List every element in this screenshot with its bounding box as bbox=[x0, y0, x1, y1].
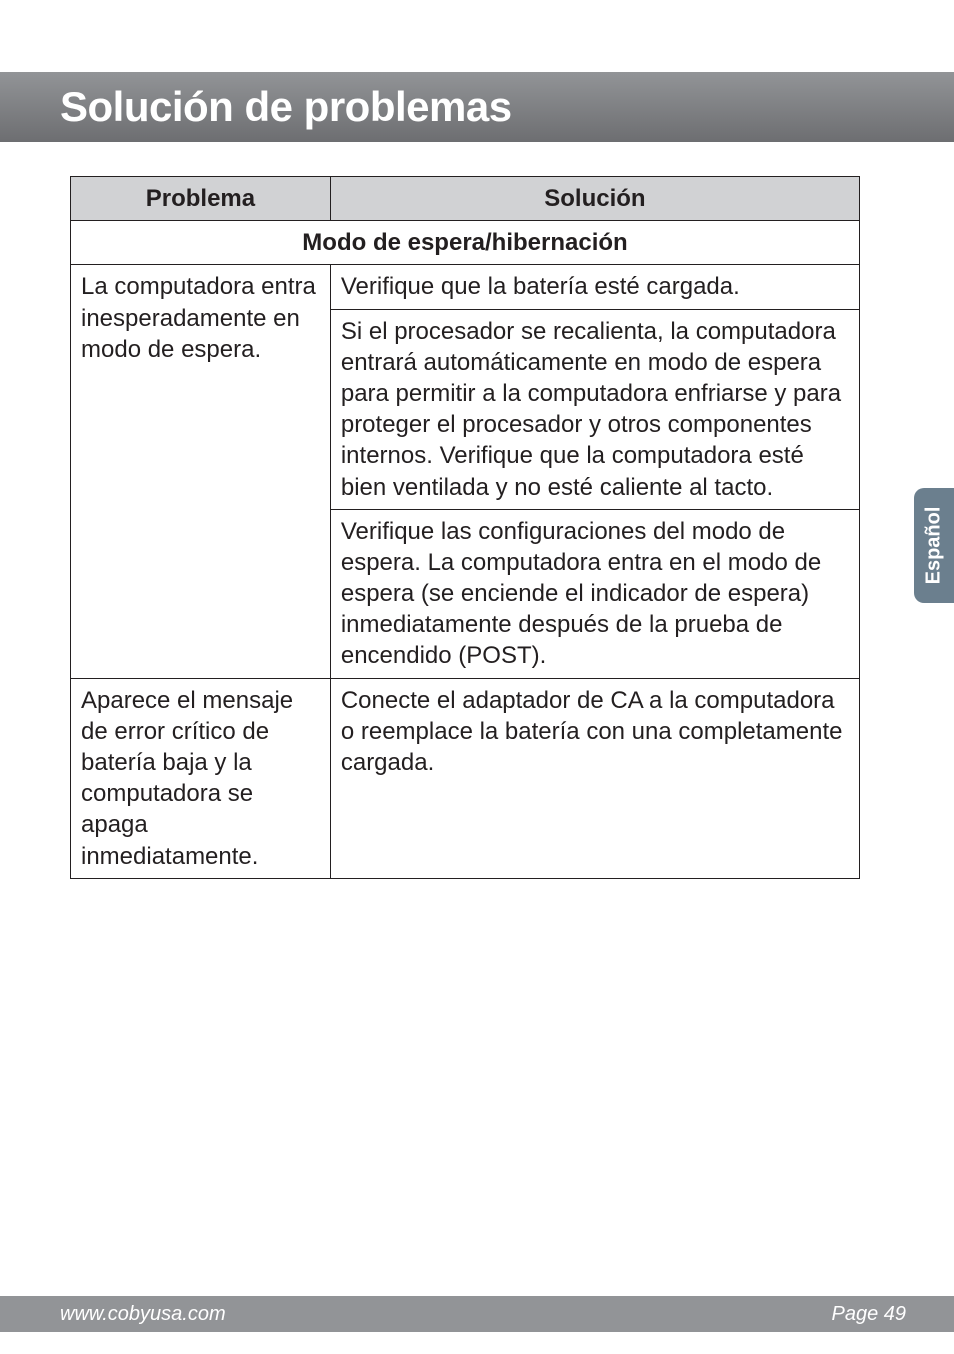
section-header: Modo de espera/hibernación bbox=[71, 221, 860, 265]
solution-cell: Verifique las configuraciones del modo d… bbox=[330, 509, 859, 678]
problem-cell: Aparece el mensaje de error crítico de b… bbox=[71, 678, 331, 878]
solution-cell: Si el procesador se recalienta, la compu… bbox=[330, 309, 859, 509]
solution-cell: Conecte el adaptador de CA a la computad… bbox=[330, 678, 859, 878]
title-bar: Solución de problemas bbox=[0, 72, 954, 142]
language-tab: Español bbox=[914, 488, 954, 603]
problem-cell: La computadora entra inesperadamente en … bbox=[71, 265, 331, 678]
footer-url: www.cobyusa.com bbox=[60, 1303, 226, 1326]
footer-page: Page 49 bbox=[831, 1303, 906, 1326]
header-problem: Problema bbox=[71, 177, 331, 221]
language-label: Español bbox=[923, 507, 946, 585]
troubleshooting-table: Problema Solución Modo de espera/hiberna… bbox=[70, 176, 860, 879]
footer: www.cobyusa.com Page 49 bbox=[0, 1296, 954, 1332]
solution-cell: Verifique que la batería esté cargada. bbox=[330, 265, 859, 309]
page-title: Solución de problemas bbox=[60, 83, 512, 131]
header-solution: Solución bbox=[330, 177, 859, 221]
